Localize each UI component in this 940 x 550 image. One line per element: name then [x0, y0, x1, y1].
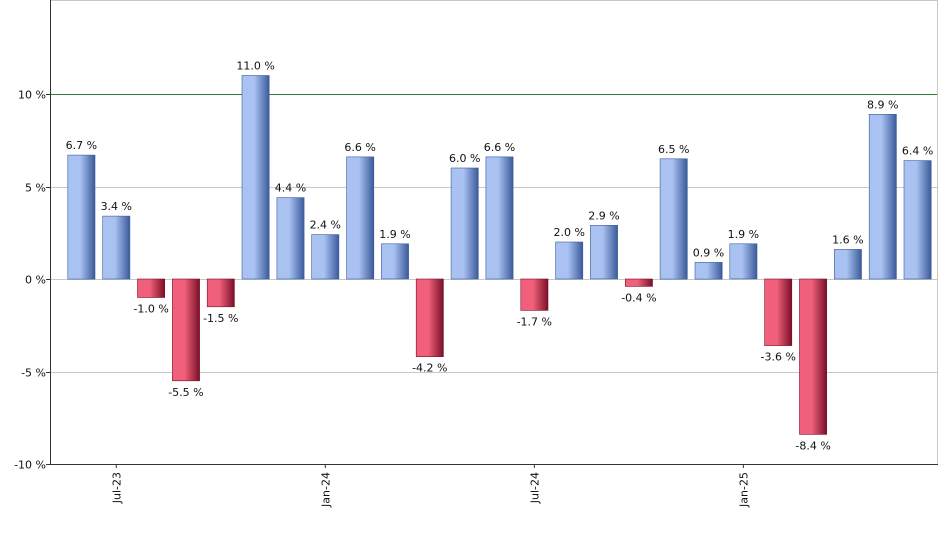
data-label: 6.0 %: [449, 152, 480, 165]
bar: [903, 160, 932, 280]
data-label: 6.5 %: [658, 143, 689, 156]
data-label: 2.0 %: [553, 226, 584, 239]
bar: [659, 158, 688, 280]
data-label: -3.6 %: [760, 351, 795, 364]
data-label: 3.4 %: [101, 200, 132, 213]
data-label: 6.6 %: [484, 141, 515, 154]
bar: [833, 249, 862, 280]
data-label: 0.9 %: [693, 246, 724, 259]
data-label: -4.2 %: [412, 362, 447, 375]
bar: [415, 278, 444, 357]
bar: [694, 262, 723, 280]
x-tick-label: Jan-24: [319, 472, 332, 508]
data-label: -1.0 %: [133, 303, 168, 316]
bar: [450, 167, 479, 280]
data-label: 6.7 %: [66, 139, 97, 152]
data-label: 1.6 %: [832, 233, 863, 246]
bar: [241, 75, 270, 280]
data-label: 6.4 %: [902, 145, 933, 158]
data-label: -5.5 %: [168, 386, 203, 399]
bar: [381, 243, 409, 280]
bar: [172, 278, 200, 382]
bar: [206, 278, 235, 308]
data-label: 1.9 %: [379, 228, 410, 241]
y-tick-label: -5 %: [21, 367, 46, 380]
data-label: -1.7 %: [517, 315, 552, 328]
bar: [555, 241, 584, 280]
bar: [868, 114, 897, 280]
y-tick-label: 10 %: [18, 89, 46, 102]
bar: [624, 278, 653, 287]
bar: [276, 197, 305, 280]
bar: [102, 215, 131, 280]
data-label: 8.9 %: [867, 98, 898, 111]
bar: [764, 278, 793, 346]
x-tick-label: Jan-25: [737, 472, 750, 508]
data-label: 4.4 %: [275, 182, 306, 195]
y-tick-label: 5 %: [25, 182, 46, 195]
axes: [50, 0, 938, 468]
bar: [137, 278, 166, 298]
data-label: -0.4 %: [621, 291, 656, 304]
bar: [311, 234, 340, 280]
y-tick-label: 0 %: [25, 274, 46, 287]
data-label: 1.9 %: [728, 228, 759, 241]
x-tick-label: Jul-23: [110, 472, 123, 504]
data-label: -1.5 %: [203, 312, 238, 325]
bar: [729, 243, 758, 280]
bar: [485, 156, 514, 280]
data-label: 6.6 %: [344, 141, 375, 154]
bar: [590, 225, 618, 280]
bar: [520, 278, 549, 311]
data-label: 11.0 %: [236, 60, 274, 73]
data-label: 2.4 %: [310, 219, 341, 232]
x-tick-labels: Jul-23 Jan-24 Jul-24 Jan-25: [110, 472, 750, 508]
x-tick-label: Jul-24: [528, 472, 541, 504]
bar: [346, 156, 375, 280]
data-label: -8.4 %: [795, 439, 830, 452]
y-tick-labels: 10 % 5 % 0 % -5 % -10 %: [14, 89, 46, 472]
data-labels: 6.7 % 3.4 % -1.0 % -5.5 % -1.5 % 11.0 % 4.4 % 2…: [66, 60, 934, 453]
bar: [67, 154, 96, 280]
data-label: 2.9 %: [588, 209, 619, 222]
bars: [67, 75, 932, 435]
y-tick-label: -10 %: [14, 459, 46, 472]
bar: [799, 278, 828, 435]
